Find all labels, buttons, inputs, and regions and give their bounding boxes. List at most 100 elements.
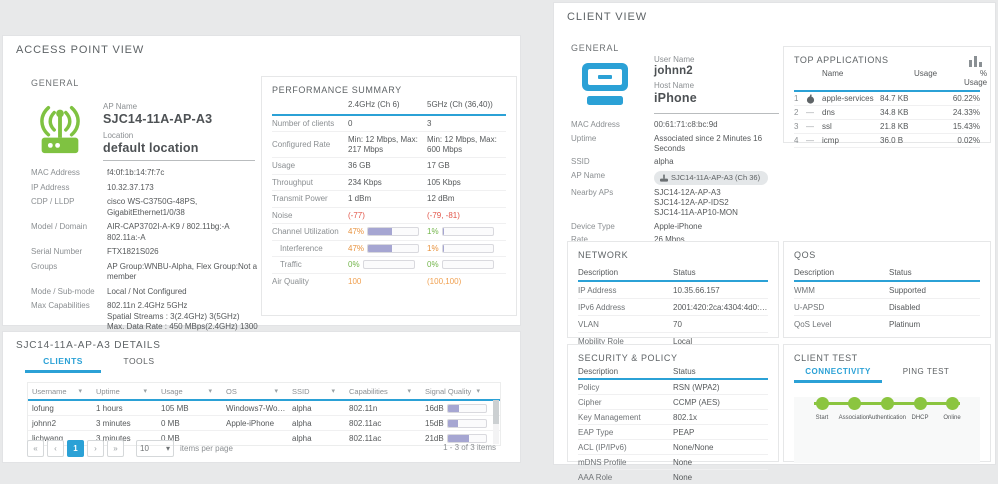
step-dot (913, 397, 927, 410)
step-dot (945, 397, 959, 410)
column-header-username[interactable]: Username ▾ (32, 386, 82, 396)
client-table-row[interactable]: johnn2 3 minutes 0 MB Apple-iPhone alpha… (28, 416, 500, 431)
ap-field-row: CDP / LLDP cisco WS-C3750G-48PS, GigabitE… (31, 197, 198, 217)
table-scrollbar[interactable] (493, 400, 499, 444)
ap-name-value: SJC14-11A-AP-A3 (103, 112, 213, 126)
host-name-value: iPhone (654, 91, 697, 105)
top-app-row: 1 apple-services 84.7 KB 60.22% (794, 92, 980, 106)
ap-details-title: SJC14-11A-AP-A3 DETAILS (16, 340, 161, 351)
dash-icon: — (806, 108, 814, 117)
performance-summary-title: PERFORMANCE SUMMARY (272, 85, 402, 95)
ap-general-fields: MAC Address f4:0f:1b:14:7f:7c IP Address 1… (31, 168, 261, 347)
ap-field-row: Serial Number FTX1821S026 (31, 247, 159, 256)
traffic-bar (362, 260, 415, 270)
next-page-button[interactable]: › (87, 440, 104, 457)
signal-quality-bar (446, 418, 487, 428)
step-dot (880, 397, 894, 410)
security-row: ACL (IP/IPv6) None/None (578, 440, 768, 455)
qos-title: QOS (794, 250, 816, 260)
client-table-row[interactable]: lichwang 3 minutes 0 MB alpha 802.11ac 2… (28, 431, 500, 445)
caret-down-icon[interactable]: ▾ (78, 388, 82, 395)
caret-down-icon[interactable]: ▾ (143, 388, 147, 395)
scrollbar-thumb[interactable] (493, 400, 499, 424)
last-page-button[interactable]: » (107, 440, 124, 457)
previous-page-button[interactable]: ‹ (47, 440, 64, 457)
performance-header-row: 2.4GHz (Ch 6) 5GHz (Ch (36,40)) (272, 95, 506, 116)
step-dot (815, 397, 829, 410)
security-row: EAP Type PEAP (578, 425, 768, 440)
signal-quality-bar (446, 433, 487, 443)
user-name-label: User Name (654, 55, 695, 64)
host-name-label: Host Name (654, 81, 695, 90)
caret-down-icon[interactable]: ▾ (476, 388, 480, 395)
client-field-row: MAC Address 00:61:71:c8:bc:9d (571, 120, 718, 129)
network-title: NETWORK (578, 250, 629, 260)
perf-row-noise: Noise (-77) (-79, -81) (272, 208, 506, 224)
qos-row: QoS Level Platinum (794, 319, 921, 329)
pagination: « ‹ 1 › » 10 ▾ items per page (27, 440, 233, 457)
access-point-view-title: ACCESS POINT VIEW (16, 44, 145, 56)
utilization-bar (367, 227, 420, 237)
security-row: mDNS Profile None (578, 455, 768, 470)
perf-row-clients: Number of clients 0 3 (272, 116, 506, 132)
tab-clients[interactable]: CLIENTS (25, 356, 101, 373)
client-identity-block: User Name johnn2 Host Name iPhone (654, 55, 794, 109)
dash-icon: — (806, 122, 814, 131)
ap-chip-icon (660, 174, 668, 182)
client-field-row: Rate 26 Mbps (571, 235, 685, 244)
security-policy-card: SECURITY & POLICY Description Status Poli… (567, 344, 779, 482)
page-number-button[interactable]: 1 (67, 440, 84, 457)
step-dhcp: DHCP (904, 397, 936, 421)
ap-details-tabs: CLIENTS TOOLS (25, 356, 177, 373)
tab-ping-test[interactable]: PING TEST (902, 367, 950, 376)
security-row: AAA Role None (578, 472, 693, 482)
first-page-button[interactable]: « (27, 440, 44, 457)
utilization-bar (441, 227, 494, 237)
client-field-row: Nearby APs SJC14-12A-AP-A3 SJC14-12A-AP-… (571, 188, 738, 217)
caret-down-icon[interactable]: ▾ (331, 388, 335, 395)
ap-identity-divider (103, 160, 255, 161)
perf-row-transmit-power: Transmit Power 1 dBm 12 dBm (272, 191, 506, 208)
column-header-usage[interactable]: Usage ▾ (161, 386, 212, 396)
client-test-title: CLIENT TEST (794, 353, 858, 363)
top-applications-title: TOP APPLICATIONS (794, 55, 889, 65)
top-apps-header: Name Usage % Usage (794, 66, 987, 92)
bar-chart-icon[interactable] (969, 54, 982, 72)
caret-down-icon[interactable]: ▾ (274, 388, 278, 395)
ap-name-chip[interactable]: SJC14-11A-AP-A3 (Ch 36) (654, 170, 769, 185)
column-header-capabilities[interactable]: Capabilities ▾ (349, 386, 411, 396)
qos-card: QOS Description Status WMM Supported U-APS… (783, 241, 991, 338)
qos-row: U-APSD Disabled (794, 299, 980, 316)
ap-field-row: IP Address 10.32.37.173 (31, 182, 154, 192)
signal-quality-bar (446, 403, 487, 413)
client-identity-divider (654, 113, 779, 114)
column-header-os[interactable]: OS ▾ (226, 386, 278, 396)
security-row: Key Management 802.1x (578, 410, 768, 425)
client-view-title: CLIENT VIEW (567, 11, 647, 23)
ap-location-label: Location (103, 131, 134, 140)
performance-summary-card: PERFORMANCE SUMMARY 2.4GHz (Ch 6) 5GHz (… (261, 76, 517, 316)
column-header-uptime[interactable]: Uptime ▾ (96, 386, 147, 396)
interference-bar (441, 243, 494, 253)
perf-row-configured-rate: Configured Rate Min: 12 Mbps, Max: 217 M… (272, 132, 506, 158)
connectivity-stepper: Start Association Authentication DHCP On… (794, 397, 980, 463)
caret-down-icon: ▾ (165, 444, 170, 453)
client-table-row[interactable]: lofung 1 hours 105 MB Windows7-Workst...… (28, 401, 500, 416)
caret-down-icon[interactable]: ▾ (407, 388, 411, 395)
top-app-row: 2 — dns 34.8 KB 24.33% (794, 106, 980, 120)
column-header-signal-quality[interactable]: Signal Quality ▾ (425, 386, 480, 396)
tab-tools[interactable]: TOOLS (123, 356, 155, 366)
ap-field-row: Groups AP Group:WNBU-Alpha, Flex Group:No… (31, 261, 258, 282)
page-size-select[interactable]: 10 ▾ (136, 440, 174, 457)
column-header-ssid[interactable]: SSID ▾ (292, 386, 335, 396)
apple-icon (806, 93, 822, 104)
step-association: Association (838, 397, 870, 421)
client-field-row: SSID alpha (571, 157, 674, 166)
network-row: Mobility Role Local (578, 336, 693, 346)
client-device-icon (579, 61, 631, 112)
ap-details-panel: SJC14-11A-AP-A3 DETAILS CLIENTS TOOLS Us… (2, 331, 521, 463)
caret-down-icon[interactable]: ▾ (208, 388, 212, 395)
perf-row-usage: Usage 36 GB 17 GB (272, 158, 506, 175)
ap-location-value: default location (103, 141, 199, 155)
tab-connectivity[interactable]: CONNECTIVITY (794, 367, 882, 383)
